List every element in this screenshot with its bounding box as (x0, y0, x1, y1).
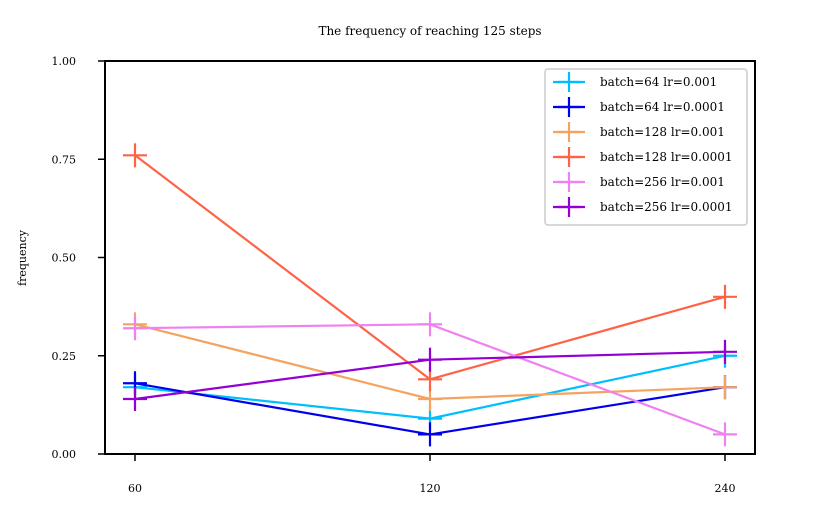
legend-label: batch=256 lr=0.001 (600, 175, 725, 189)
legend: batch=64 lr=0.001 batch=64 lr=0.0001 batch… (544, 68, 748, 226)
x-tick-label: 240 (715, 482, 736, 495)
x-tick-label: 60 (128, 482, 142, 495)
axis-ticks: 0.00 0.25 0.50 0.75 1.00 60 120 240 (52, 55, 736, 495)
legend-label: batch=64 lr=0.0001 (600, 100, 725, 114)
y-tick-label: 0.50 (52, 252, 77, 265)
y-tick-label: 0.00 (52, 448, 77, 461)
chart-title: The frequency of reaching 125 steps (318, 24, 541, 38)
legend-label: batch=256 lr=0.0001 (600, 200, 733, 214)
legend-label: batch=64 lr=0.001 (600, 75, 717, 89)
legend-box (544, 68, 748, 226)
y-tick-label: 0.25 (52, 350, 77, 363)
x-tick-label: 120 (420, 482, 441, 495)
y-tick-label: 0.75 (52, 153, 77, 166)
legend-label: batch=128 lr=0.001 (600, 125, 725, 139)
legend-label: batch=128 lr=0.0001 (600, 150, 733, 164)
y-tick-label: 1.00 (52, 55, 77, 68)
plot-area (123, 143, 737, 447)
y-axis-label: frequency (16, 229, 29, 286)
